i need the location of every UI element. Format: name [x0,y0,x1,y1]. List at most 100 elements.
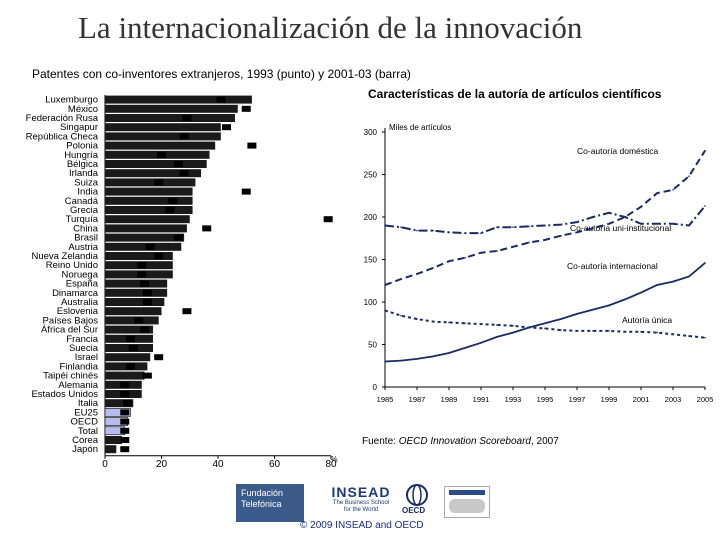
dot-1993-canada [168,197,178,204]
point-co-autoria-domestica-1999 [608,223,610,225]
point-co-autoria-internacional-1996 [560,318,562,320]
bar-category-label-oecd: OECD [71,417,99,428]
line-x-tick-1987: 1987 [409,395,426,404]
point-autoria-unica-1990 [464,322,466,325]
dot-1993-suiza [154,179,164,186]
bar-category-label-india: India [77,187,98,198]
line-y-tick-100: 100 [364,298,378,307]
bar-paises-bajos [105,316,159,325]
dot-1993-turquia [323,216,333,223]
bar-category-label-finlandia: Finlandia [59,361,98,372]
point-co-autoria-domestica-1989 [448,260,450,263]
series-label-co-autoria-internacional: Co-autoría internacional [567,261,658,271]
bar-republica-checa [105,132,221,141]
line-y-tick-150: 150 [364,256,378,265]
bar-category-label-republica-checa: República Checa [26,131,99,142]
insead-logo-sub2: for the World [343,507,379,513]
dot-1993-japon [120,446,130,453]
point-autoria-unica-2004 [688,335,690,337]
point-co-autoria-internacional-1997 [576,313,578,315]
point-co-autoria-domestica-2002 [656,192,658,194]
line-x-tick-1997: 1997 [569,395,586,404]
point-co-autoria-uni-institucional-2001 [640,223,642,225]
bar-category-label-noruega: Noruega [62,269,99,280]
bar-category-label-hungria: Hungría [64,150,99,161]
bar-category-label-dinamarca: Dinamarca [52,288,99,299]
bar-category-label-mexico: México [68,104,98,115]
line-x-tick-2005: 2005 [697,395,714,404]
bar-belgica [105,160,207,168]
bar-category-label-espana: España [66,279,99,290]
point-co-autoria-uni-institucional-1993 [512,226,514,228]
point-co-autoria-domestica-2004 [688,175,690,177]
point-autoria-unica-2000 [624,330,626,333]
line-y-tick-50: 50 [368,341,377,350]
bar-turquia [105,215,190,224]
point-co-autoria-domestica-1988 [432,267,434,269]
bar-category-label-corea: Corea [72,435,99,446]
point-co-autoria-uni-institucional-2004 [688,224,690,227]
bar-nueva-zelandia [105,252,173,260]
point-co-autoria-uni-institucional-1986 [400,226,402,228]
series-label-co-autoria-domestica: Co-autoría doméstica [577,146,659,156]
bar-category-label-belgica: Bélgica [67,159,99,170]
bar-africa-del-sur [105,325,154,334]
world-map-icon [449,499,485,513]
dot-1993-total [120,427,130,434]
point-co-autoria-domestica-1986 [400,278,402,280]
point-co-autoria-internacional-1995 [544,322,546,325]
bar-chart-title: Patentes con co-inventores extranjeros, … [32,67,411,81]
point-co-autoria-domestica-1993 [512,245,514,248]
bar-canada [105,196,193,205]
bar-category-label-china: China [73,223,99,234]
bar-category-label-italia: Italia [78,398,99,409]
point-co-autoria-internacional-1985 [384,360,386,363]
line-y-tick-300: 300 [364,128,378,137]
dot-1993-reino-unido [137,262,147,269]
bar-italia [105,399,134,408]
point-co-autoria-domestica-1987 [416,273,418,275]
point-co-autoria-domestica-1995 [544,239,546,241]
bar-irlanda [105,169,202,178]
footer-copyright: © 2009 INSEAD and OECD [300,520,424,531]
line-x-tick-1985: 1985 [377,395,394,404]
point-co-autoria-domestica-1992 [496,250,498,252]
dot-1993-dinamarca [142,289,152,296]
dot-1993-nueva-zelandia [154,253,164,259]
point-co-autoria-domestica-1998 [592,227,594,229]
bar-category-label-alemania: Alemania [58,380,98,391]
bar-x-tick-20: 20 [156,459,168,470]
bar-espana [105,279,168,288]
bar-eslovenia [105,307,162,316]
point-co-autoria-internacional-1990 [464,347,466,349]
dot-1993-china [202,225,212,232]
oecd-globe-icon [406,484,428,506]
bar-category-label-taipei-chines: Taipéi chinés [43,371,98,382]
point-autoria-unica-1995 [544,327,546,330]
point-co-autoria-internacional-1999 [608,304,610,307]
point-co-autoria-uni-institucional-1994 [528,225,530,228]
oecd-logo-text: OECD [402,506,426,515]
series-line-autoria-unica [384,309,706,339]
line-x-tick-2001: 2001 [633,395,650,404]
bar-category-label-japon: Japón [72,444,98,455]
point-autoria-unica-1988 [432,320,434,323]
dot-1993-espana [140,280,150,287]
point-autoria-unica-1991 [480,323,482,325]
bar-x-tick-40: 40 [212,459,224,470]
bar-category-label-singapur: Singapur [60,122,98,133]
dot-1993-luxemburgo [216,96,226,103]
point-co-autoria-uni-institucional-1989 [448,231,450,234]
dot-1993-mexico [241,105,251,112]
point-co-autoria-uni-institucional-1987 [416,229,418,232]
line-x-tick-1999: 1999 [601,395,618,404]
bar-category-label-federacion-rusa: Federación Rusa [26,113,99,124]
point-autoria-unica-1994 [528,326,530,329]
series-label-autoria-unica: Autoría única [622,315,672,325]
point-autoria-unica-1993 [512,325,514,327]
bar-x-unit-label: % [330,455,337,464]
bar-category-label-africa-del-sur: África del Sur [41,325,98,336]
bar-x-tick-60: 60 [269,459,281,470]
point-co-autoria-internacional-1998 [592,308,594,311]
bar-dinamarca [105,288,168,297]
